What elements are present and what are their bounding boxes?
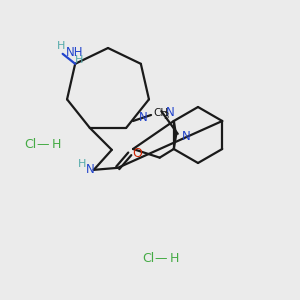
Text: H: H — [51, 139, 61, 152]
Text: Cl: Cl — [142, 251, 154, 265]
Text: N: N — [85, 163, 94, 176]
Text: N: N — [166, 106, 174, 119]
Text: H: H — [169, 251, 179, 265]
Text: —: — — [33, 139, 53, 152]
Text: NH: NH — [66, 46, 83, 59]
Text: O: O — [132, 147, 142, 160]
Text: H: H — [78, 159, 86, 169]
Text: N: N — [139, 112, 148, 124]
Text: H: H — [56, 41, 65, 51]
Text: Cl: Cl — [24, 139, 36, 152]
Text: 3: 3 — [163, 112, 168, 122]
Text: CH: CH — [153, 108, 168, 118]
Text: —: — — [151, 251, 171, 265]
Text: H: H — [74, 55, 83, 65]
Text: N: N — [182, 130, 191, 143]
